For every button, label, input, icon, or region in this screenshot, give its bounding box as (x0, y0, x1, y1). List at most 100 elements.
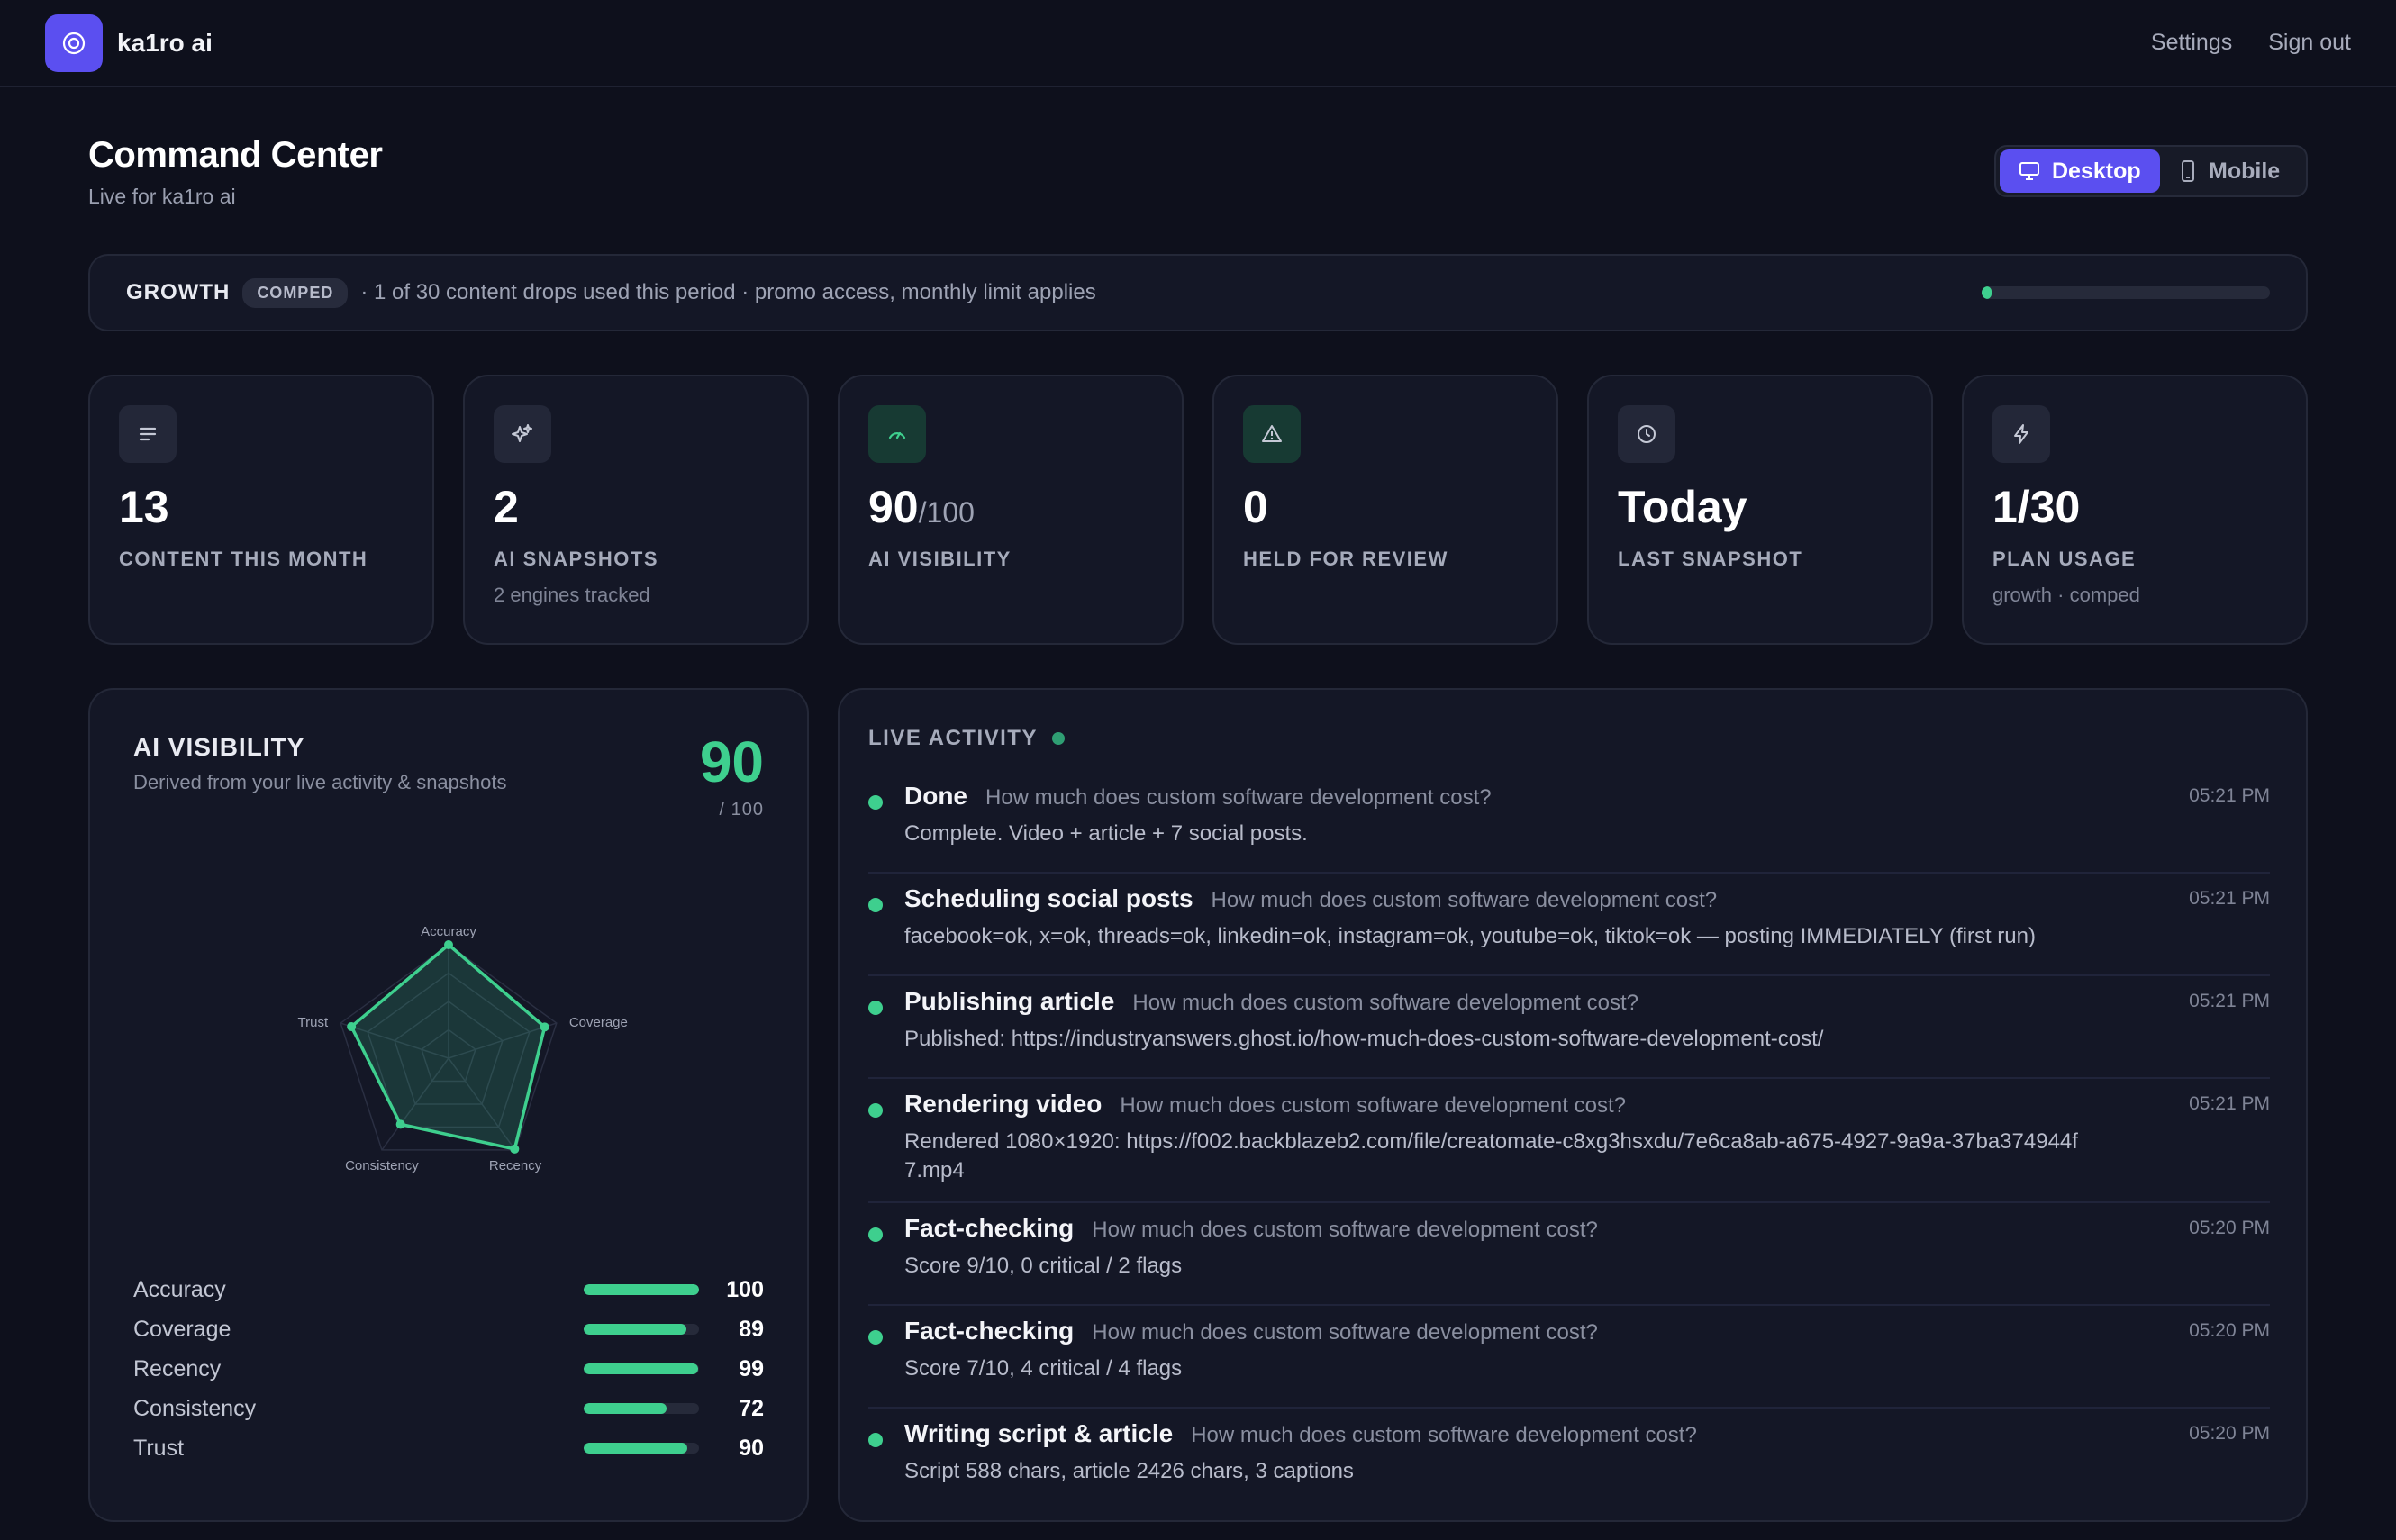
stat-value: 13 (119, 482, 169, 532)
radar-point-recency (510, 1144, 520, 1154)
radar-grid-ring (394, 1001, 504, 1105)
stat-value: 1/30 (1992, 482, 2081, 532)
metric-row-consistency: Consistency 72 (133, 1389, 764, 1428)
activity-title-text: LIVE ACTIVITY (868, 726, 1038, 750)
radar-grid-ring (367, 972, 531, 1128)
activity-item[interactable]: Fact-checking How much does custom softwa… (868, 1306, 2270, 1409)
stat-label: AI VISIBILITY (868, 548, 1012, 570)
stat-card-plan-usage: 1/30 PLAN USAGE growth · comped (1962, 375, 2308, 645)
activity-detail: Script 588 chars, article 2426 chars, 3 … (904, 1459, 1354, 1483)
activity-step: Fact-checking (904, 1317, 1075, 1345)
mobile-label: Mobile (2209, 158, 2281, 184)
metric-name: Accuracy (133, 1276, 226, 1302)
visibility-score-value: 90 (699, 729, 764, 794)
metric-row-recency: Recency 99 (133, 1349, 764, 1389)
activity-detail: Rendered 1080×1920: https://f002.backbla… (904, 1129, 2078, 1182)
activity-detail: Published: https://industryanswers.ghost… (904, 1027, 1824, 1051)
radar-data-area (349, 943, 547, 1151)
stat-card-visibility: 90/100 AI VISIBILITY (838, 375, 1184, 645)
activity-question: How much does custom software developmen… (1191, 1423, 1697, 1447)
stat-cards: 13 CONTENT THIS MONTH 2 AI SNAPSHOTS 2 e… (88, 375, 2308, 645)
metric-value: 72 (739, 1395, 764, 1421)
activity-time: 05:21 PM (2189, 1093, 2270, 1114)
activity-question: How much does custom software developmen… (1211, 888, 1718, 912)
stat-value: 2 (494, 482, 519, 532)
stat-label: HELD FOR REVIEW (1243, 548, 1448, 570)
radar-spoke (448, 1022, 558, 1059)
desktop-toggle-button[interactable]: Desktop (2000, 149, 2160, 193)
ai-visibility-panel: AI VISIBILITY Derived from your live act… (88, 688, 809, 1522)
activity-question: How much does custom software developmen… (1132, 991, 1638, 1015)
settings-link[interactable]: Settings (2150, 30, 2233, 55)
metric-bar-track (584, 1363, 699, 1374)
activity-time: 05:20 PM (2189, 1423, 2270, 1444)
stat-card-snapshots: 2 AI SNAPSHOTS 2 engines tracked (463, 375, 809, 645)
status-dot (868, 1330, 883, 1345)
activity-detail: Complete. Video + article + 7 social pos… (904, 821, 1308, 846)
activity-step: Publishing article (904, 987, 1115, 1015)
metric-name: Coverage (133, 1316, 231, 1342)
metric-value: 90 (739, 1435, 764, 1461)
stat-card-last-snapshot: Today LAST SNAPSHOT (1587, 375, 1933, 645)
radar-spoke (381, 1057, 449, 1151)
activity-time: 05:21 PM (2189, 991, 2270, 1011)
sign-out-link[interactable]: Sign out (2268, 30, 2351, 55)
radar-grid-ring (421, 1028, 476, 1083)
visibility-metrics: Accuracy 100 Coverage 89 Recency 99 Consistenc… (133, 1270, 764, 1468)
mobile-toggle-button[interactable]: Mobile (2160, 149, 2298, 193)
metric-value: 100 (726, 1276, 764, 1302)
activity-step: Fact-checking (904, 1214, 1075, 1242)
activity-question: How much does custom software developmen… (1092, 1218, 1598, 1242)
top-nav: Settings Sign out (2151, 30, 2351, 56)
activity-time: 05:21 PM (2189, 888, 2270, 909)
brand-name[interactable]: ka1ro ai (117, 28, 213, 57)
activity-step: Scheduling social posts (904, 884, 1193, 912)
stat-value: 0 (1243, 482, 1268, 532)
warning-icon (1243, 405, 1301, 463)
clock-icon (1618, 405, 1675, 463)
radar-axis-label: Trust (298, 1015, 329, 1030)
activity-item[interactable]: Fact-checking How much does custom softwa… (868, 1203, 2270, 1306)
plan-progress-fill (1982, 286, 1992, 299)
metric-bar-fill (584, 1284, 699, 1295)
plan-usage-bar: GROWTH COMPED · 1 of 30 content drops us… (88, 254, 2308, 331)
metric-bar-fill (584, 1443, 688, 1454)
sparkle-icon (494, 405, 551, 463)
metric-bar-fill (584, 1324, 686, 1335)
activity-header: Scheduling social posts How much does cus… (904, 884, 2270, 913)
activity-item[interactable]: Writing script & article How much does cu… (868, 1409, 2270, 1511)
stat-sub: 2 engines tracked (494, 584, 650, 606)
activity-item[interactable]: Rendering video How much does custom soft… (868, 1079, 2270, 1203)
bolt-icon (1992, 405, 2050, 463)
logo[interactable] (45, 14, 103, 72)
metric-row-coverage: Coverage 89 (133, 1309, 764, 1349)
activity-item[interactable]: Scheduling social posts How much does cus… (868, 874, 2270, 976)
activity-header: Fact-checking How much does custom softwa… (904, 1317, 2270, 1345)
radar-axis-label: Accuracy (421, 924, 476, 939)
metric-name: Consistency (133, 1395, 257, 1421)
activity-step: Writing script & article (904, 1419, 1174, 1447)
activity-step: Rendering video (904, 1090, 1103, 1118)
activity-time: 05:21 PM (2189, 785, 2270, 806)
stat-sub: growth · comped (1992, 584, 2140, 606)
stat-label: AI SNAPSHOTS (494, 548, 659, 570)
activity-header: Rendering video How much does custom soft… (904, 1090, 2270, 1119)
activity-question: How much does custom software developmen… (1092, 1320, 1598, 1345)
metric-value: 89 (739, 1316, 764, 1342)
activity-item[interactable]: Done How much does custom software develo… (868, 771, 2270, 874)
stat-label: PLAN USAGE (1992, 548, 2137, 570)
status-dot (868, 1433, 883, 1447)
radar-axis-label: Consistency (345, 1158, 419, 1173)
monitor-icon (2019, 162, 2039, 180)
metric-bar-fill (584, 1403, 667, 1414)
top-bar: ka1ro ai Settings Sign out (0, 0, 2396, 87)
stat-value: 90/100 (868, 482, 975, 532)
stat-card-content: 13 CONTENT THIS MONTH (88, 375, 434, 645)
plan-badge: COMPED (242, 277, 349, 308)
metric-bar-track (584, 1443, 699, 1454)
activity-item[interactable]: Publishing article How much does custom s… (868, 976, 2270, 1079)
metric-bar-track (584, 1284, 699, 1295)
status-dot (868, 898, 883, 912)
device-toggle: Desktop Mobile (1994, 145, 2308, 197)
activity-list: Done How much does custom software develo… (868, 771, 2270, 1511)
